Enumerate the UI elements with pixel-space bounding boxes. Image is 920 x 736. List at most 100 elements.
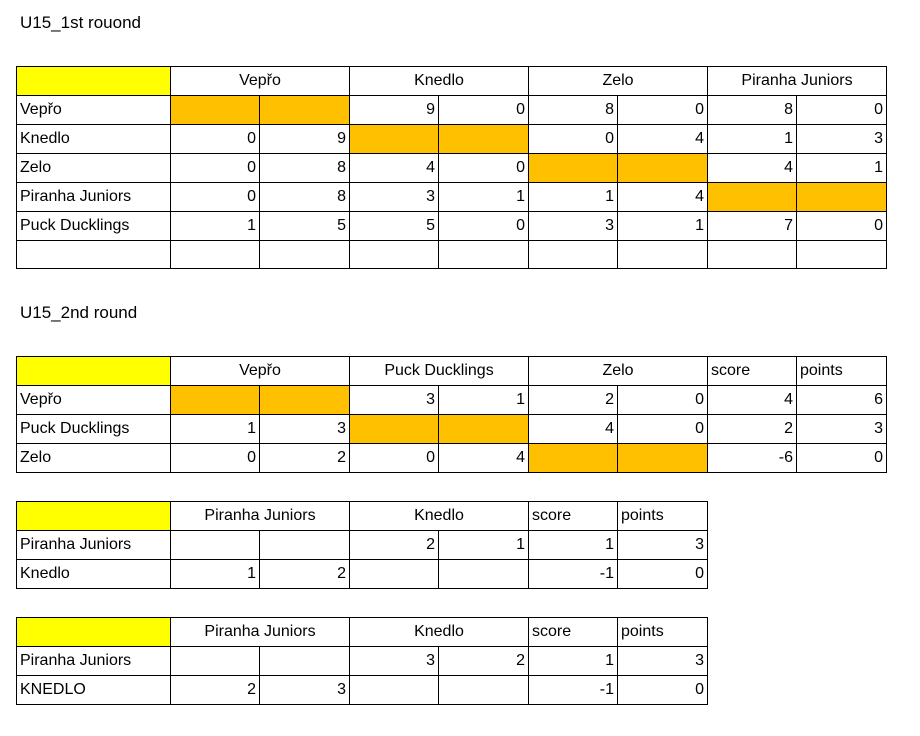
- goals-cell: [707, 240, 797, 269]
- column-header: Knedlo: [349, 66, 529, 96]
- goals-cell: 0: [438, 153, 529, 183]
- goals-cell: 8: [707, 95, 797, 125]
- team-name: Piranha Juniors: [16, 182, 171, 212]
- self-match-cell: [349, 124, 439, 154]
- team-name: [16, 240, 171, 269]
- table-row: Vepřo 9 0 8 0 8 0: [16, 95, 887, 125]
- goals-cell: 5: [259, 211, 350, 241]
- self-match-cell: [617, 443, 708, 473]
- column-header: Zelo: [528, 66, 708, 96]
- goals-cell: 0: [438, 211, 529, 241]
- table-header-row: Vepřo Puck Ducklings Zelo score points: [16, 356, 887, 386]
- goals-cell: 0: [617, 385, 708, 415]
- team-name: Zelo: [16, 153, 171, 183]
- points-header: points: [796, 356, 887, 386]
- goals-cell: 7: [707, 211, 797, 241]
- team-name: Puck Ducklings: [16, 211, 171, 241]
- goals-cell: 8: [528, 95, 618, 125]
- goals-cell: 1: [170, 559, 260, 589]
- corner-cell: [16, 356, 171, 386]
- goals-cell: 0: [349, 443, 439, 473]
- goals-cell: 1: [617, 211, 708, 241]
- goals-cell: [259, 240, 350, 269]
- goals-cell: 1: [438, 182, 529, 212]
- goals-cell: 1: [438, 530, 529, 560]
- table-row: Vepřo 3 1 2 0 4 6: [16, 385, 887, 415]
- final-table-1: Piranha Juniors Knedlo score points Pira…: [16, 501, 708, 589]
- goals-cell: 2: [438, 646, 529, 676]
- score-cell: 4: [707, 385, 797, 415]
- goals-cell: [259, 646, 350, 676]
- column-header: Piranha Juniors: [170, 617, 350, 647]
- self-match-cell: [438, 414, 529, 444]
- self-match-cell: [170, 385, 260, 415]
- points-cell: 6: [796, 385, 887, 415]
- goals-cell: 5: [349, 211, 439, 241]
- self-match-cell: [796, 182, 887, 212]
- score-cell: 1: [528, 530, 618, 560]
- corner-cell: [16, 501, 171, 531]
- goals-cell: [170, 240, 260, 269]
- points-cell: 3: [617, 530, 708, 560]
- goals-cell: 1: [528, 182, 618, 212]
- table-row: Piranha Juniors 3 2 1 3: [16, 646, 708, 676]
- corner-cell: [16, 66, 171, 96]
- column-header: Zelo: [528, 356, 708, 386]
- goals-cell: 8: [259, 182, 350, 212]
- goals-cell: 1: [438, 385, 529, 415]
- team-name: Piranha Juniors: [16, 646, 171, 676]
- corner-cell: [16, 617, 171, 647]
- goals-cell: 1: [170, 211, 260, 241]
- self-match-cell: [617, 153, 708, 183]
- table-row: Knedlo 1 2 -1 0: [16, 559, 708, 589]
- table-row: Puck Ducklings 1 5 5 0 3 1 7 0: [16, 211, 887, 241]
- goals-cell: 3: [349, 385, 439, 415]
- goals-cell: 0: [617, 414, 708, 444]
- goals-cell: 3: [349, 646, 439, 676]
- points-cell: 3: [617, 646, 708, 676]
- score-header: score: [528, 501, 618, 531]
- self-match-cell: [707, 182, 797, 212]
- goals-cell: [170, 530, 260, 560]
- table-row: Zelo 0 8 4 0 4 1: [16, 153, 887, 183]
- goals-cell: 3: [528, 211, 618, 241]
- team-name: Piranha Juniors: [16, 530, 171, 560]
- goals-cell: 1: [170, 414, 260, 444]
- goals-cell: 2: [528, 385, 618, 415]
- points-cell: 0: [796, 443, 887, 473]
- goals-cell: 4: [617, 182, 708, 212]
- table-row: Piranha Juniors 2 1 1 3: [16, 530, 708, 560]
- goals-cell: 2: [259, 443, 350, 473]
- column-header: Piranha Juniors: [707, 66, 887, 96]
- goals-cell: 4: [438, 443, 529, 473]
- score-cell: 2: [707, 414, 797, 444]
- team-name: Vepřo: [16, 95, 171, 125]
- goals-cell: 1: [796, 153, 887, 183]
- round2-title: U15_2nd round: [20, 303, 138, 322]
- table-header-row: Piranha Juniors Knedlo score points: [16, 617, 708, 647]
- points-header: points: [617, 617, 708, 647]
- goals-cell: [796, 240, 887, 269]
- table-row: Zelo 0 2 0 4 -6 0: [16, 443, 887, 473]
- team-name: KNEDLO: [16, 675, 171, 705]
- round1-table: Vepřo Knedlo Zelo Piranha Juniors Vepřo …: [16, 66, 887, 269]
- team-name: Puck Ducklings: [16, 414, 171, 444]
- goals-cell: 4: [528, 414, 618, 444]
- table-row: KNEDLO 2 3 -1 0: [16, 675, 708, 705]
- goals-cell: 0: [528, 124, 618, 154]
- goals-cell: 3: [259, 414, 350, 444]
- points-header: points: [617, 501, 708, 531]
- score-cell: 1: [528, 646, 618, 676]
- goals-cell: 3: [349, 182, 439, 212]
- table-row: [16, 240, 887, 269]
- points-cell: 0: [617, 559, 708, 589]
- goals-cell: 0: [170, 124, 260, 154]
- goals-cell: [438, 675, 529, 705]
- score-header: score: [528, 617, 618, 647]
- round2-table: Vepřo Puck Ducklings Zelo score points V…: [16, 356, 887, 473]
- goals-cell: [259, 530, 350, 560]
- goals-cell: 0: [796, 95, 887, 125]
- goals-cell: 9: [259, 124, 350, 154]
- column-header: Knedlo: [349, 617, 529, 647]
- score-cell: -6: [707, 443, 797, 473]
